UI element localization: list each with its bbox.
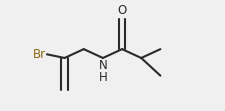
Text: Br: Br: [33, 48, 46, 61]
Text: N
H: N H: [99, 59, 107, 84]
Text: O: O: [117, 4, 127, 17]
